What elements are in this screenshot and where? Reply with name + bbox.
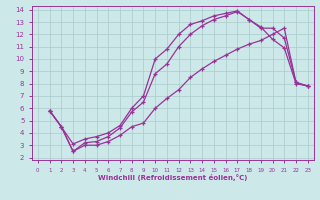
X-axis label: Windchill (Refroidissement éolien,°C): Windchill (Refroidissement éolien,°C) <box>98 174 247 181</box>
